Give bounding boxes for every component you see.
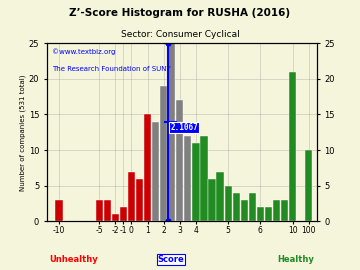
- Text: Score: Score: [158, 255, 184, 264]
- Bar: [120, 207, 127, 221]
- Bar: [144, 114, 151, 221]
- Bar: [136, 179, 143, 221]
- Bar: [112, 214, 119, 221]
- Bar: [257, 207, 264, 221]
- Text: Unhealthy: Unhealthy: [50, 255, 98, 264]
- Bar: [305, 150, 312, 221]
- Bar: [281, 200, 288, 221]
- Bar: [208, 179, 216, 221]
- Text: 2.1067: 2.1067: [171, 123, 198, 132]
- Bar: [152, 122, 159, 221]
- Text: Z’-Score Histogram for RUSHA (2016): Z’-Score Histogram for RUSHA (2016): [69, 8, 291, 18]
- Bar: [104, 200, 111, 221]
- Bar: [233, 193, 240, 221]
- Bar: [128, 171, 135, 221]
- Bar: [216, 171, 224, 221]
- Bar: [273, 200, 280, 221]
- Text: Sector: Consumer Cyclical: Sector: Consumer Cyclical: [121, 30, 239, 39]
- Bar: [184, 136, 192, 221]
- Bar: [289, 72, 296, 221]
- Bar: [55, 200, 63, 221]
- Text: The Research Foundation of SUNY: The Research Foundation of SUNY: [52, 66, 171, 72]
- Y-axis label: Number of companies (531 total): Number of companies (531 total): [19, 74, 26, 191]
- Bar: [225, 186, 232, 221]
- Bar: [168, 43, 175, 221]
- Bar: [249, 193, 256, 221]
- Bar: [265, 207, 272, 221]
- Bar: [95, 200, 103, 221]
- Bar: [160, 86, 167, 221]
- Text: Healthy: Healthy: [277, 255, 314, 264]
- Text: ©www.textbiz.org: ©www.textbiz.org: [52, 49, 116, 55]
- Bar: [176, 100, 183, 221]
- Bar: [240, 200, 248, 221]
- Bar: [200, 136, 208, 221]
- Bar: [192, 143, 199, 221]
